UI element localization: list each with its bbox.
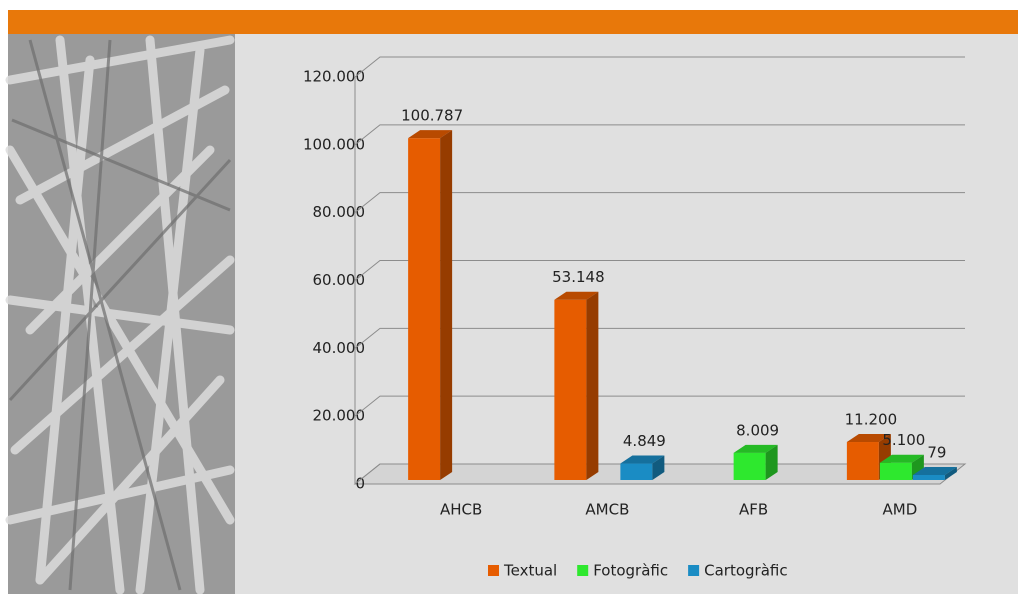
grid-line — [354, 192, 965, 214]
bar-side — [440, 130, 453, 480]
bar — [912, 467, 957, 480]
legend-label: Fotogràfic — [593, 562, 668, 580]
bar-front — [879, 462, 912, 480]
bar-top — [554, 291, 599, 300]
chart-background — [235, 34, 1018, 594]
data-label: 53.148 — [552, 268, 605, 286]
legend-label: Cartogràfic — [704, 562, 787, 580]
bar-side — [765, 444, 778, 480]
grid-line — [354, 395, 965, 417]
legend-label: Textual — [503, 562, 557, 580]
data-label: 8.009 — [736, 421, 779, 439]
grid-line — [354, 56, 965, 78]
grid-line — [354, 327, 965, 349]
bar-side — [586, 291, 599, 480]
y-tick-label: 0 — [355, 475, 365, 493]
data-label: 11.200 — [845, 411, 898, 429]
bar-top — [846, 434, 891, 443]
data-label: 100.787 — [401, 107, 463, 125]
bar-side — [944, 467, 957, 480]
legend-swatch — [577, 565, 589, 576]
legend-swatch — [488, 565, 499, 576]
data-label: 4.849 — [623, 432, 666, 450]
legend-swatch — [688, 565, 700, 576]
bar-front — [912, 475, 945, 480]
grid-line — [354, 260, 965, 281]
y-tick-label: 80.000 — [313, 203, 366, 221]
x-tick-label: AMD — [882, 501, 917, 519]
grid-line — [354, 124, 965, 146]
bar-top — [733, 444, 778, 453]
y-tick-label: 120.000 — [303, 68, 365, 86]
x-tick-label: AFB — [739, 501, 768, 519]
data-label: 5.100 — [882, 431, 925, 449]
data-label: 79 — [927, 444, 946, 462]
bar-front — [733, 452, 766, 480]
bar-front — [408, 138, 441, 480]
bar — [733, 444, 778, 480]
bar — [554, 291, 599, 480]
y-tick-label: 60.000 — [313, 271, 366, 289]
x-tick-label: AMCB — [585, 501, 629, 519]
bar-front — [620, 463, 653, 480]
header-bar — [8, 10, 1018, 34]
y-tick-label: 100.000 — [303, 135, 365, 153]
y-tick-label: 20.000 — [313, 407, 366, 425]
x-tick-label: AHCB — [440, 501, 482, 519]
bar-top — [912, 467, 957, 475]
bar-front — [554, 299, 587, 480]
bar-top — [879, 454, 924, 463]
bar-top — [408, 130, 453, 139]
y-tick-label: 40.000 — [313, 339, 366, 357]
bar — [620, 455, 665, 480]
bar — [408, 130, 453, 480]
bar-front — [846, 442, 879, 480]
paper-image — [5, 34, 235, 594]
bar-top — [620, 455, 665, 464]
bar-side — [652, 455, 665, 480]
